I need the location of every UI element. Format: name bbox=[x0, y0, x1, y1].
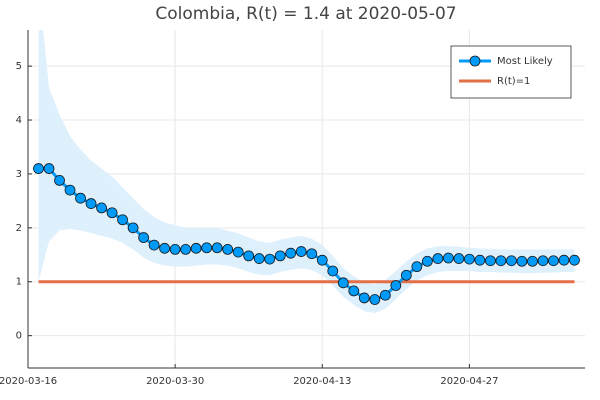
data-point bbox=[316, 254, 328, 266]
y-tick-label: 2 bbox=[16, 223, 22, 234]
data-point bbox=[295, 246, 307, 257]
data-point bbox=[54, 175, 65, 186]
data-point bbox=[548, 255, 559, 267]
data-point bbox=[390, 280, 402, 291]
x-tick-label: 2020-03-30 bbox=[146, 376, 204, 387]
data-point bbox=[421, 255, 433, 267]
y-tick-label: 3 bbox=[16, 169, 22, 180]
data-point bbox=[569, 254, 580, 266]
data-point bbox=[85, 198, 97, 209]
data-point bbox=[75, 192, 86, 204]
data-point bbox=[442, 252, 454, 264]
data-point bbox=[106, 207, 118, 219]
data-point bbox=[285, 247, 297, 259]
data-point bbox=[506, 255, 517, 267]
legend-label: R(t)=1 bbox=[497, 76, 530, 87]
data-point bbox=[306, 248, 318, 260]
data-point bbox=[43, 163, 55, 174]
data-point bbox=[127, 222, 139, 234]
data-point bbox=[369, 294, 381, 305]
data-point bbox=[274, 250, 286, 262]
legend-box bbox=[450, 45, 572, 99]
data-point bbox=[201, 242, 213, 254]
data-point bbox=[148, 239, 160, 251]
data-point bbox=[96, 202, 107, 214]
data-point bbox=[253, 253, 265, 264]
data-point bbox=[485, 255, 496, 267]
data-point bbox=[327, 265, 339, 277]
y-tick-label: 5 bbox=[16, 61, 22, 72]
data-point bbox=[379, 289, 391, 301]
data-point bbox=[337, 277, 349, 289]
x-tick-label: 2020-03-16 bbox=[0, 376, 57, 387]
legend-marker bbox=[469, 55, 481, 67]
data-point bbox=[159, 242, 171, 254]
y-tick-label: 0 bbox=[16, 331, 22, 342]
data-point bbox=[358, 292, 370, 304]
confidence-band bbox=[38, 30, 575, 314]
data-point bbox=[232, 246, 244, 258]
data-point bbox=[138, 232, 150, 243]
y-tick-label: 1 bbox=[16, 277, 22, 288]
data-point bbox=[558, 254, 570, 266]
data-point bbox=[474, 254, 486, 266]
data-point bbox=[527, 255, 538, 267]
data-point bbox=[222, 244, 234, 255]
data-point bbox=[264, 253, 276, 265]
data-point bbox=[537, 255, 549, 267]
data-point bbox=[348, 285, 360, 297]
data-point bbox=[169, 244, 181, 255]
data-point bbox=[400, 269, 412, 281]
y-tick-label: 4 bbox=[16, 115, 22, 126]
chart-title: Colombia, R(t) = 1.4 at 2020-05-07 bbox=[155, 4, 456, 24]
data-point bbox=[243, 250, 255, 262]
data-point bbox=[495, 255, 507, 267]
data-point bbox=[453, 253, 465, 264]
data-point bbox=[190, 242, 202, 254]
data-point bbox=[411, 261, 423, 273]
plot-area bbox=[33, 30, 580, 314]
data-point bbox=[516, 255, 528, 267]
data-point bbox=[117, 214, 128, 226]
x-tick-label: 2020-04-13 bbox=[293, 376, 351, 387]
data-point bbox=[64, 184, 76, 196]
x-tick-label: 2020-04-27 bbox=[440, 376, 498, 387]
data-point bbox=[463, 253, 475, 265]
data-point bbox=[211, 242, 223, 254]
data-point bbox=[33, 163, 44, 174]
data-point bbox=[180, 244, 192, 255]
data-point bbox=[432, 253, 444, 264]
legend-label: Most Likely bbox=[497, 56, 553, 67]
